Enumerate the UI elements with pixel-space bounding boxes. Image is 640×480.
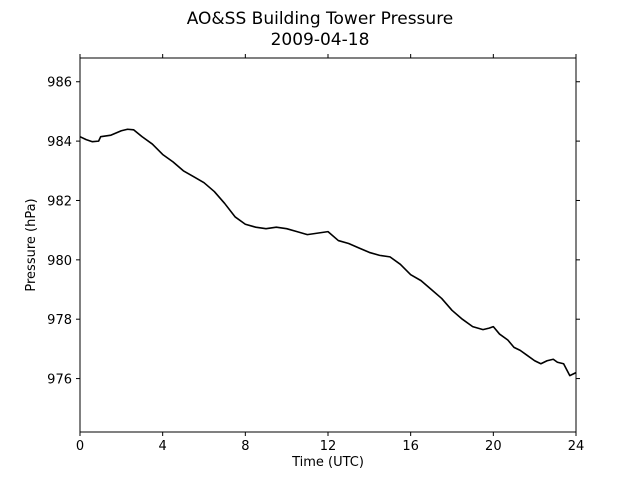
x-tick-label: 4 (159, 439, 167, 454)
y-tick-label: 976 (47, 373, 72, 388)
y-tick-label: 984 (47, 135, 72, 150)
x-tick-label: 8 (241, 439, 249, 454)
x-tick-label: 24 (568, 439, 585, 454)
chart-title: AO&SS Building Tower Pressure (187, 9, 454, 29)
chart-subtitle: 2009-04-18 (271, 30, 370, 50)
y-tick-label: 980 (47, 254, 72, 269)
y-tick-label: 986 (47, 76, 72, 91)
plot-frame (79, 57, 577, 433)
y-axis-label: Pressure (hPa) (24, 198, 39, 291)
x-tick-label: 16 (402, 439, 419, 454)
ticks-layer: 0 4 8 12 16 20 24 976 978 980 982 984 986 (47, 54, 584, 454)
y-tick-label: 978 (47, 313, 72, 328)
x-tick-label: 12 (320, 439, 337, 454)
x-tick-label: 0 (76, 439, 84, 454)
x-axis-label: Time (UTC) (291, 455, 364, 470)
y-tick-label: 982 (47, 194, 72, 209)
line-layer (79, 128, 577, 377)
x-tick-label: 20 (485, 439, 502, 454)
series-line-0 (79, 128, 577, 377)
plot-area (80, 58, 576, 432)
